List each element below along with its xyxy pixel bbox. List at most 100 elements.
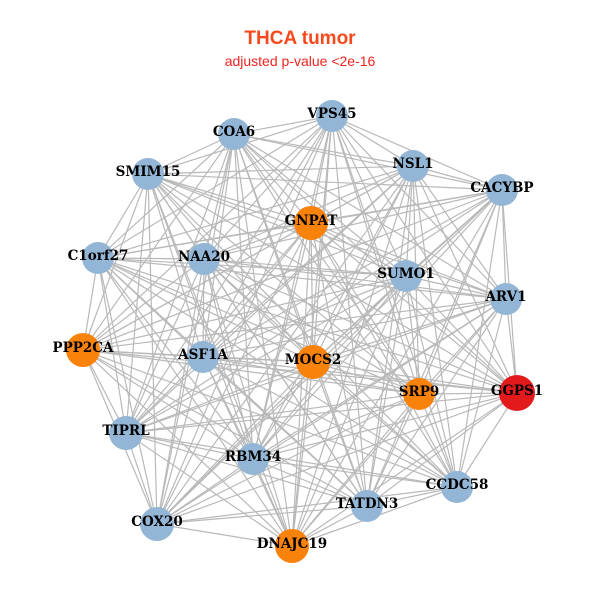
edge <box>147 173 254 460</box>
edge <box>82 349 254 460</box>
edge <box>203 258 420 395</box>
edge <box>291 361 314 547</box>
node-TATDN3 <box>351 490 383 522</box>
edge <box>202 298 507 358</box>
node-CCDC58 <box>441 471 473 503</box>
edge <box>82 173 149 351</box>
edge <box>97 257 254 460</box>
edge <box>202 222 312 358</box>
edge <box>97 133 235 259</box>
node-SRP9 <box>403 378 435 410</box>
edge <box>125 392 518 434</box>
edge <box>312 275 407 363</box>
edge <box>156 165 414 525</box>
edge <box>147 173 407 277</box>
edge <box>252 115 333 460</box>
node-label-ASF1A: ASF1A <box>177 347 228 363</box>
edge <box>233 133 312 224</box>
edge <box>202 356 458 488</box>
edge <box>125 356 204 434</box>
edge <box>203 258 458 488</box>
edge <box>331 115 518 394</box>
edge <box>97 222 312 259</box>
edge <box>418 189 503 395</box>
edge <box>312 165 414 363</box>
edge <box>456 392 518 488</box>
node-SMIM15 <box>132 158 164 190</box>
edge <box>366 275 407 507</box>
edge <box>97 257 127 434</box>
node-label-VPS45: VPS45 <box>306 106 356 122</box>
edge <box>156 505 368 525</box>
edge <box>233 133 407 277</box>
node-ASF1A <box>187 341 219 373</box>
edge <box>252 458 368 507</box>
edge <box>203 258 507 300</box>
edge <box>310 222 458 488</box>
node-VPS45 <box>316 100 348 132</box>
node-label-NAA20: NAA20 <box>178 249 230 265</box>
node-label-C1orf27: C1orf27 <box>68 248 129 264</box>
node-NSL1 <box>397 150 429 182</box>
edge <box>366 392 518 507</box>
edge <box>156 392 518 525</box>
edge <box>97 257 293 547</box>
node-COX20 <box>140 507 174 541</box>
node-label-GNPAT: GNPAT <box>285 213 338 229</box>
edge <box>125 361 314 434</box>
edge <box>291 165 414 547</box>
edge <box>291 275 407 547</box>
edge <box>97 257 314 363</box>
edge <box>312 298 507 363</box>
node-label-TIPRL: TIPRL <box>102 423 150 439</box>
edge <box>412 165 458 488</box>
node-MOCS2 <box>296 345 330 379</box>
edge <box>82 133 235 351</box>
edge <box>252 393 420 460</box>
edge <box>366 393 420 507</box>
edge <box>501 189 507 300</box>
node-NAA20 <box>188 243 220 275</box>
edge <box>202 258 205 358</box>
edge <box>156 258 205 525</box>
edge <box>203 258 407 277</box>
node-SUMO1 <box>390 260 422 292</box>
edge <box>203 258 368 507</box>
node-label-RBM34: RBM34 <box>225 449 281 465</box>
edge <box>405 275 507 300</box>
edge <box>310 222 407 277</box>
edge <box>125 393 420 434</box>
node-label-MOCS2: MOCS2 <box>285 352 342 368</box>
edges <box>82 115 518 547</box>
edge <box>312 361 420 395</box>
edge <box>312 361 368 507</box>
edge <box>405 275 420 395</box>
edge <box>405 275 458 488</box>
edge <box>203 222 312 260</box>
edge <box>82 258 205 351</box>
node-label-CCDC58: CCDC58 <box>426 477 489 493</box>
edge <box>291 222 312 547</box>
edge <box>125 432 254 460</box>
edge <box>147 173 503 191</box>
edge <box>97 257 518 394</box>
edge <box>233 133 507 300</box>
edge <box>147 173 312 224</box>
edge <box>312 361 518 394</box>
node-label-SRP9: SRP9 <box>399 384 440 400</box>
edge <box>97 257 205 260</box>
node-label-PPP2CA: PPP2CA <box>52 340 114 356</box>
node-label-GGPS1: GGPS1 <box>491 383 543 399</box>
edge <box>97 257 458 488</box>
edge <box>202 356 314 363</box>
edge <box>156 458 254 525</box>
edge <box>202 275 407 358</box>
node-TIPRL <box>109 416 143 450</box>
node-C1orf27 <box>82 242 114 274</box>
edge <box>233 133 503 191</box>
edge <box>82 115 333 351</box>
edge <box>203 189 503 260</box>
node-CACYBP <box>486 174 518 206</box>
edge <box>82 349 420 395</box>
